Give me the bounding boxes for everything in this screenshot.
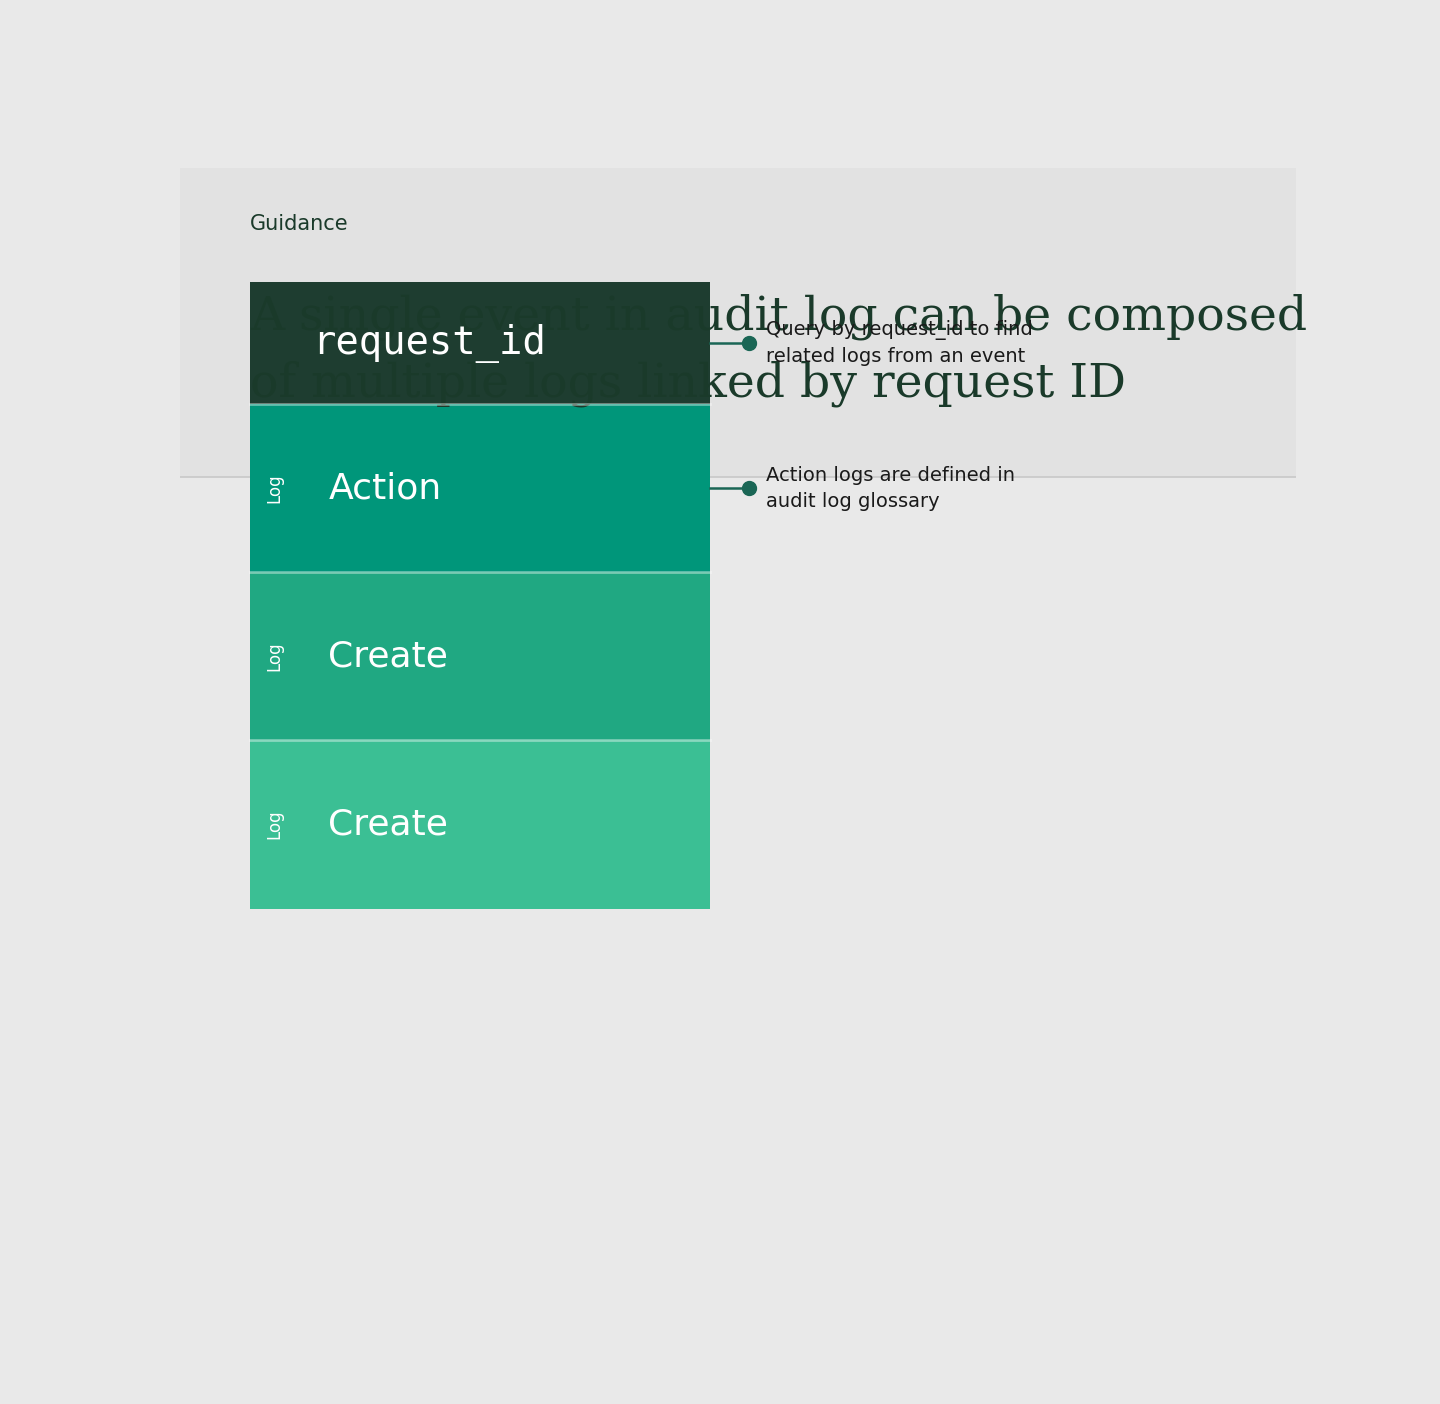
Text: Create: Create <box>328 807 448 841</box>
Text: request_id: request_id <box>311 324 546 362</box>
Bar <box>180 168 1296 476</box>
Bar <box>251 740 710 908</box>
Text: Log: Log <box>266 642 284 671</box>
Bar <box>251 573 710 740</box>
Text: A single event in audit log can be composed: A single event in audit log can be compo… <box>251 293 1308 340</box>
Text: Log: Log <box>266 810 284 840</box>
Text: of multiple logs linked by request ID: of multiple logs linked by request ID <box>251 361 1126 407</box>
Text: Query by request_id to find
related logs from an event: Query by request_id to find related logs… <box>766 320 1032 366</box>
Text: Guidance: Guidance <box>251 213 348 234</box>
Text: Action: Action <box>328 472 442 505</box>
Text: Log: Log <box>266 473 284 503</box>
Bar <box>251 282 710 404</box>
Bar <box>251 404 710 573</box>
Text: Create: Create <box>328 639 448 674</box>
Text: Action logs are defined in
audit log glossary: Action logs are defined in audit log glo… <box>766 466 1015 511</box>
